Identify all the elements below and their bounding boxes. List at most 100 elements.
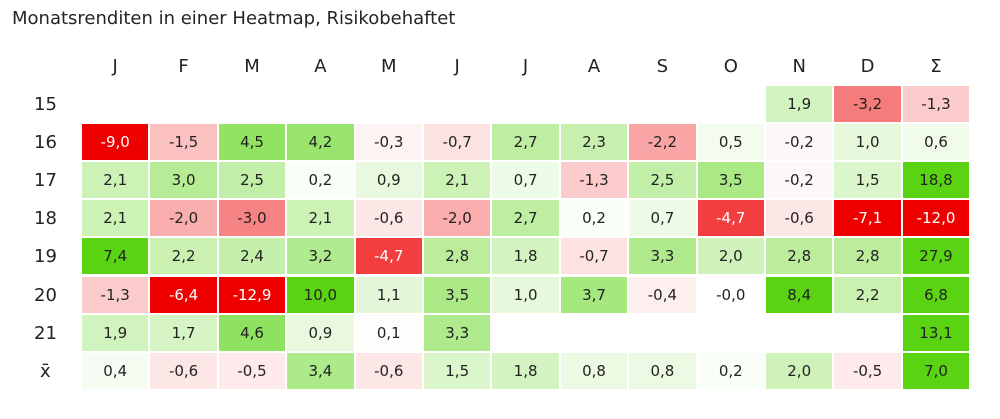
- row-header: 15: [34, 94, 57, 115]
- heatmap-cell: 2,0: [766, 352, 833, 389]
- heatmap-cell: -3,2: [834, 86, 901, 123]
- heatmap-cell: -7,1: [834, 200, 901, 237]
- heatmap-cell: 1,0: [834, 124, 901, 161]
- column-header: M: [381, 56, 397, 77]
- heatmap-cell: -6,4: [150, 276, 217, 313]
- heatmap-cell: 2,5: [629, 162, 696, 199]
- heatmap-cell: 2,1: [424, 162, 491, 199]
- heatmap-cell: -0,3: [355, 124, 422, 161]
- row-header: 20: [34, 284, 57, 306]
- column-header: S: [656, 56, 669, 77]
- heatmap-cell: -1,3: [82, 276, 149, 313]
- heatmap-cell: 1,9: [766, 86, 833, 123]
- heatmap-cell: 2,4: [218, 238, 286, 275]
- heatmap-cell: -0,7: [560, 238, 628, 275]
- heatmap-cell: 2,0: [697, 238, 764, 275]
- heatmap-cell: 0,4: [82, 352, 149, 389]
- heatmap-cell: 6,8: [902, 276, 970, 313]
- row-header: x̄: [40, 360, 51, 382]
- column-header: O: [723, 56, 738, 77]
- row-header: 16: [34, 132, 57, 154]
- row-header: 18: [34, 208, 57, 230]
- column-header: J: [522, 56, 529, 77]
- heatmap-cell: 3,4: [287, 352, 354, 389]
- heatmap-cell: -3,0: [218, 200, 286, 237]
- heatmap-cell: 27,9: [902, 238, 970, 275]
- heatmap-cell: -0,6: [355, 200, 422, 237]
- column-header: F: [178, 56, 189, 77]
- heatmap-cell: 2,1: [82, 162, 149, 199]
- heatmap-cell: -1,3: [560, 162, 628, 199]
- heatmap-cell: -2,0: [150, 200, 217, 237]
- row-header: 19: [34, 246, 57, 268]
- heatmap-cell: -0,6: [766, 200, 833, 237]
- heatmap-cell: 0,2: [697, 352, 764, 389]
- heatmap-cell: -0,4: [629, 276, 696, 313]
- heatmap-cell: 7,0: [902, 352, 970, 389]
- heatmap-cell: 2,1: [82, 200, 149, 237]
- heatmap-cell: 1,0: [492, 276, 559, 313]
- heatmap-cell: 3,3: [629, 238, 696, 275]
- heatmap-cell: -0,5: [834, 352, 901, 389]
- heatmap-cell: 1,1: [355, 276, 422, 313]
- heatmap-cell: 8,4: [766, 276, 833, 313]
- heatmap-cell: -2,0: [424, 200, 491, 237]
- heatmap-cell: -1,5: [150, 124, 217, 161]
- heatmap-cell: 0,2: [560, 200, 628, 237]
- heatmap-cell: 0,9: [355, 162, 422, 199]
- heatmap-cell: 0,1: [355, 314, 422, 351]
- heatmap-cell: 1,8: [492, 238, 559, 275]
- heatmap-cell: 1,7: [150, 314, 217, 351]
- heatmap-cell: 3,3: [424, 314, 491, 351]
- heatmap-cell: 2,2: [150, 238, 217, 275]
- heatmap-cell: 0,5: [697, 124, 764, 161]
- row-header: 21: [34, 322, 57, 344]
- heatmap-cell: 1,5: [424, 352, 491, 389]
- heatmap-cell: -2,2: [629, 124, 696, 161]
- heatmap-cell: -0,0: [697, 276, 764, 313]
- heatmap-cell: 10,0: [287, 276, 354, 313]
- heatmap-cell: 1,8: [492, 352, 559, 389]
- column-header: N: [792, 56, 806, 77]
- heatmap-cell: -0,2: [766, 162, 833, 199]
- heatmap-cell: 3,2: [287, 238, 354, 275]
- heatmap-cell: 2,8: [834, 238, 901, 275]
- heatmap-cell: 2,3: [560, 124, 628, 161]
- heatmap-cell: -0,7: [424, 124, 491, 161]
- heatmap-cell: -0,6: [355, 352, 422, 389]
- column-header: J: [112, 56, 118, 77]
- heatmap-cell: 2,8: [766, 238, 833, 275]
- heatmap-cell: 0,8: [629, 352, 696, 389]
- chart-title: Monatsrenditen in einer Heatmap, Risikob…: [12, 8, 456, 29]
- row-header: 17: [34, 170, 57, 192]
- heatmap-cell: 0,7: [629, 200, 696, 237]
- heatmap-cell: -0,6: [150, 352, 217, 389]
- heatmap-cell: 0,2: [287, 162, 354, 199]
- heatmap-cell: 7,4: [82, 238, 149, 275]
- heatmap-cell: 4,5: [218, 124, 286, 161]
- column-header: J: [454, 56, 460, 77]
- heatmap-cell: 2,8: [424, 238, 491, 275]
- column-header: A: [314, 56, 327, 77]
- heatmap-cell: -0,2: [766, 124, 833, 161]
- heatmap-cell: 4,6: [218, 314, 286, 351]
- heatmap-cell: 2,7: [492, 200, 559, 237]
- heatmap-cell: 1,9: [82, 314, 149, 351]
- heatmap-cell: 3,5: [697, 162, 764, 199]
- heatmap-cell: -12,9: [218, 276, 286, 313]
- heatmap-cell: 2,1: [287, 200, 354, 237]
- heatmap-cell: 3,0: [150, 162, 217, 199]
- heatmap-cell: -9,0: [82, 124, 149, 161]
- heatmap-cell: 0,6: [902, 124, 970, 161]
- heatmap-cell: -0,5: [218, 352, 286, 389]
- column-header: M: [244, 56, 260, 77]
- heatmap-cell: -12,0: [902, 200, 970, 237]
- heatmap-cell: 0,7: [492, 162, 559, 199]
- heatmap-cell: 2,2: [834, 276, 901, 313]
- heatmap-cell: 3,7: [560, 276, 628, 313]
- heatmap-cell: -1,3: [902, 86, 970, 123]
- heatmap-cell: -4,7: [355, 238, 422, 275]
- heatmap-cell: 18,8: [902, 162, 970, 199]
- heatmap-cell: 2,5: [218, 162, 286, 199]
